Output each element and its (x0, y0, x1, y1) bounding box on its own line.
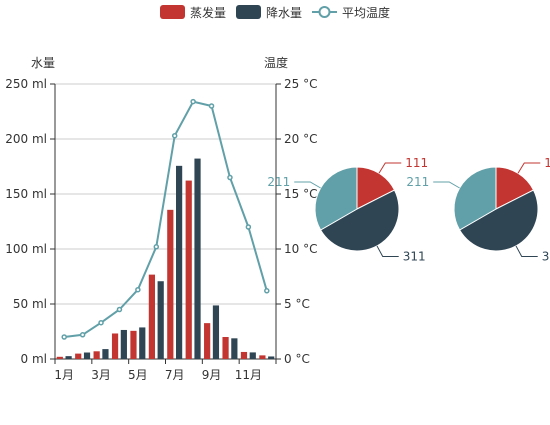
pie-label: 111 (544, 156, 550, 170)
legend-item-3[interactable]: 平均温度 (312, 5, 390, 20)
bar-降水量-1月[interactable] (65, 356, 72, 359)
bar-降水量-12月[interactable] (268, 356, 275, 359)
temperature-point-12月[interactable] (264, 288, 270, 294)
temperature-point-1月[interactable] (61, 334, 67, 340)
y-tick-label: 50 ml (13, 297, 47, 311)
bar-降水量-7月[interactable] (176, 165, 183, 359)
pie-label-line (378, 162, 402, 174)
bar-降水量-5月[interactable] (139, 327, 146, 359)
bar-降水量-4月[interactable] (120, 329, 127, 359)
temperature-point-9月[interactable] (208, 103, 215, 109)
legend-marker (318, 6, 331, 18)
bar-降水量-3月[interactable] (102, 349, 109, 359)
bar-降水量-8月[interactable] (194, 158, 201, 359)
pie-label-line (376, 245, 399, 257)
pie-label: 211 (267, 175, 290, 189)
y-tick-label: 250 ml (5, 77, 47, 91)
temperature-point-3月[interactable] (98, 319, 104, 326)
temperature-point-11月[interactable] (245, 224, 252, 230)
temperature-point-2月[interactable] (79, 332, 86, 338)
pie-slice-311[interactable] (319, 189, 400, 252)
pie-label: 211 (406, 175, 429, 189)
bar-蒸发量-1月[interactable] (56, 356, 63, 359)
bar-series-layer (56, 158, 275, 359)
line-series-layer (61, 98, 270, 340)
y2-tick-label: 25 °C (284, 77, 317, 91)
bar-降水量-10月[interactable] (231, 338, 238, 359)
y2-tick-label: 0 °C (284, 352, 310, 366)
bar-蒸发量-5月[interactable] (130, 330, 137, 359)
bar-蒸发量-7月[interactable] (167, 209, 174, 359)
temperature-point-7月[interactable] (171, 132, 178, 139)
legend-label: 蒸发量 (190, 5, 226, 20)
bar-蒸发量-4月[interactable] (111, 333, 119, 359)
bar-降水量-11月[interactable] (249, 352, 256, 359)
legend-swatch (236, 5, 261, 19)
y2-tick-label: 5 °C (284, 297, 310, 311)
pie-label-line (517, 162, 541, 174)
x-tick-label: 5月 (128, 368, 148, 382)
grid (55, 83, 276, 360)
temperature-point-6月[interactable] (153, 244, 160, 250)
temperature-point-8月[interactable] (190, 98, 196, 105)
pie-label: 311 (542, 249, 550, 263)
y2-axis-title: 温度 (264, 55, 288, 70)
pie-label: 311 (403, 249, 426, 263)
temperature-point-10月[interactable] (227, 174, 233, 181)
y2-tick-label: 15 °C (284, 187, 317, 201)
legend-label: 平均温度 (342, 5, 390, 20)
y2-tick-label: 20 °C (284, 132, 317, 146)
temperature-line (64, 100, 268, 338)
bar-蒸发量-2月[interactable] (75, 353, 82, 359)
bar-降水量-9月[interactable] (212, 305, 220, 359)
x-tick-label: 3月 (91, 368, 111, 382)
bar-蒸发量-10月[interactable] (222, 337, 229, 359)
bar-降水量-6月[interactable] (157, 281, 164, 359)
x-tick-label: 11月 (235, 368, 262, 382)
pie-slice-111[interactable] (356, 166, 396, 210)
bar-蒸发量-3月[interactable] (93, 351, 100, 359)
temperature-point-4月[interactable] (116, 306, 123, 313)
y-axis-title: 水量 (31, 56, 55, 70)
y-tick-label: 0 ml (21, 352, 47, 366)
legend: 蒸发量 降水量 平均温度 (160, 5, 390, 20)
pie-label: 111 (405, 156, 428, 170)
bar-蒸发量-9月[interactable] (204, 323, 211, 359)
legend-item-2[interactable]: 降水量 (236, 5, 302, 20)
y2-tick-label: 10 °C (284, 242, 317, 256)
pie-chart-2: 111 311 211 (406, 156, 550, 263)
legend-swatch (160, 5, 185, 19)
legend-label: 降水量 (266, 6, 302, 20)
y-tick-label: 150 ml (5, 187, 47, 201)
bar-蒸发量-8月[interactable] (185, 180, 192, 359)
pie-label-line (294, 181, 321, 189)
pie-label-line (433, 181, 460, 189)
pie-slice-111[interactable] (495, 166, 535, 210)
pie-slice-211[interactable] (314, 166, 358, 231)
pie-label-line (515, 245, 538, 257)
pie-layer: 111 311 211 111 311 211 (267, 156, 550, 263)
pie-slice-211[interactable] (453, 166, 497, 231)
bar-蒸发量-12月[interactable] (259, 355, 266, 359)
pie-slice-311[interactable] (458, 189, 539, 252)
x-tick-label: 9月 (202, 368, 222, 382)
legend-item-1[interactable]: 蒸发量 (160, 5, 226, 20)
x-tick-label: 1月 (54, 368, 74, 382)
axes: 0 ml 50 ml 100 ml 150 ml 200 ml 250 ml 0 °C 5 °… (5, 55, 317, 382)
temperature-point-5月[interactable] (135, 286, 141, 293)
bar-蒸发量-11月[interactable] (240, 351, 248, 359)
pie-chart-1: 111 311 211 (267, 156, 428, 263)
y-tick-label: 100 ml (5, 242, 47, 256)
y-tick-label: 200 ml (5, 132, 47, 146)
bar-降水量-2月[interactable] (83, 352, 91, 359)
x-tick-label: 7月 (165, 368, 185, 382)
bar-蒸发量-6月[interactable] (148, 274, 155, 359)
